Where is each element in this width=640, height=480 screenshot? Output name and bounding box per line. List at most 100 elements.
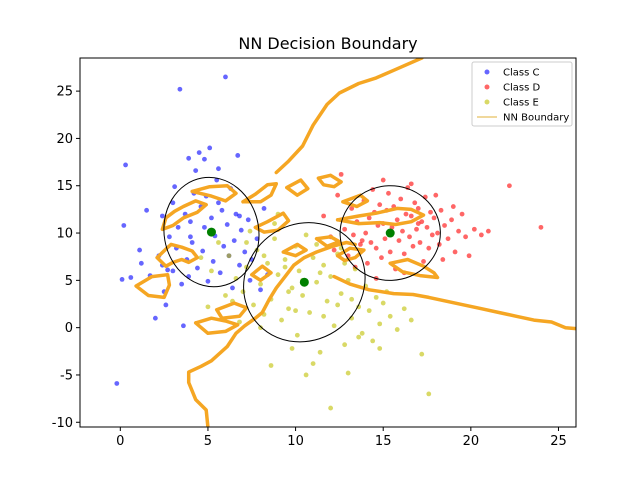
class-d-point bbox=[398, 196, 404, 202]
class-e-point bbox=[426, 391, 432, 397]
nn-boundary-line bbox=[186, 240, 357, 427]
class-d-point bbox=[417, 240, 423, 245]
class-c-point bbox=[223, 74, 228, 80]
nn-boundary-line bbox=[241, 182, 279, 204]
class-d-point bbox=[450, 204, 456, 209]
x-tick-label: 0 bbox=[116, 434, 124, 449]
class-e-point bbox=[272, 221, 277, 226]
class-d-point bbox=[396, 238, 402, 244]
class-e-point bbox=[258, 281, 263, 287]
class-d-point bbox=[389, 224, 395, 230]
nn-boundary-line bbox=[341, 193, 370, 209]
class-e-point bbox=[272, 236, 277, 242]
class-e-point bbox=[289, 285, 295, 291]
nn-boundary-line bbox=[314, 235, 342, 249]
class-e-point bbox=[282, 264, 288, 270]
class-d-point bbox=[463, 234, 468, 240]
class-d-point bbox=[321, 213, 327, 219]
class-c-point bbox=[237, 213, 242, 219]
class-c-point bbox=[205, 278, 211, 284]
class-c-point bbox=[214, 177, 220, 183]
centroid-marker bbox=[206, 227, 216, 237]
class-e-point bbox=[286, 306, 291, 312]
class-c-point bbox=[209, 215, 214, 221]
class-d-point bbox=[358, 241, 363, 247]
legend: Class C Class D Class E NN Boundary bbox=[471, 61, 573, 127]
class-d-point bbox=[449, 217, 454, 223]
y-tick-label: 5 bbox=[65, 274, 73, 289]
legend-marker-class-d bbox=[484, 84, 490, 90]
x-tick-label: 25 bbox=[550, 434, 567, 449]
class-d-point bbox=[442, 223, 447, 228]
class-e-point bbox=[324, 298, 330, 304]
class-c-point bbox=[224, 222, 230, 227]
class-d-point bbox=[403, 211, 409, 217]
class-d-point bbox=[485, 228, 491, 234]
nn-boundary-line bbox=[274, 58, 424, 175]
class-c-point bbox=[217, 270, 223, 276]
class-e-point bbox=[261, 253, 267, 259]
class-e-point bbox=[268, 363, 274, 368]
chart-title: NN Decision Boundary bbox=[238, 34, 417, 53]
nn-boundary-line bbox=[190, 183, 238, 203]
class-e-point bbox=[314, 241, 320, 247]
class-c-point bbox=[216, 200, 221, 206]
class-d-point bbox=[414, 226, 419, 232]
x-tick-label: 5 bbox=[204, 434, 212, 449]
y-tick-label: 0 bbox=[65, 321, 73, 336]
class-d-point bbox=[382, 236, 388, 242]
class-d-point bbox=[538, 224, 544, 230]
class-e-point bbox=[265, 260, 270, 266]
y-tick-label: 25 bbox=[56, 85, 73, 100]
legend-label-class-c: Class C bbox=[503, 68, 539, 79]
class-c-point bbox=[159, 213, 165, 219]
class-e-point bbox=[279, 317, 284, 323]
class-c-point bbox=[177, 86, 183, 92]
class-d-point bbox=[506, 183, 512, 189]
class-d-point bbox=[363, 230, 369, 236]
class-d-point bbox=[438, 207, 444, 213]
x-tick-label: 20 bbox=[463, 434, 480, 449]
class-d-point bbox=[452, 249, 458, 255]
centroid-marker bbox=[299, 277, 309, 287]
class-e-point bbox=[366, 308, 372, 314]
class-c-point bbox=[172, 184, 178, 190]
class-e-point bbox=[394, 327, 400, 332]
class-c-point bbox=[144, 207, 150, 213]
y-tick-label: -10 bbox=[52, 416, 73, 431]
class-e-point bbox=[335, 302, 341, 308]
class-d-point bbox=[426, 245, 432, 251]
class-e-point bbox=[289, 346, 295, 351]
class-e-point bbox=[293, 308, 298, 314]
class-c-point bbox=[238, 227, 244, 233]
class-e-point bbox=[310, 361, 316, 367]
class-d-point bbox=[466, 253, 472, 259]
class-c-point bbox=[231, 238, 237, 244]
class-d-point bbox=[380, 177, 386, 183]
class-e-point bbox=[317, 270, 323, 276]
class-d-point bbox=[408, 213, 414, 219]
nn-boundary-line bbox=[335, 206, 426, 227]
plot-area bbox=[114, 58, 576, 427]
class-d-point bbox=[387, 249, 393, 255]
class-c-point bbox=[179, 281, 185, 287]
class-c-point bbox=[245, 217, 251, 223]
class-e-point bbox=[321, 313, 327, 319]
nn-boundary-line bbox=[316, 173, 343, 189]
class-c-point bbox=[237, 262, 242, 268]
y-tick-label: 15 bbox=[56, 179, 73, 194]
class-e-point bbox=[331, 323, 337, 329]
nn-boundary-line bbox=[250, 264, 273, 283]
class-c-point bbox=[261, 206, 267, 211]
class-d-point bbox=[366, 215, 372, 221]
legend-label-class-d: Class D bbox=[503, 83, 540, 94]
class-e-point bbox=[303, 232, 309, 238]
class-e-point bbox=[377, 321, 383, 327]
class-c-point bbox=[242, 249, 248, 255]
class-d-point bbox=[435, 230, 440, 236]
class-c-point bbox=[210, 259, 216, 264]
class-e-point bbox=[223, 293, 228, 298]
class-e-point bbox=[303, 372, 309, 378]
covariance-ellipse bbox=[243, 222, 366, 343]
class-e-point bbox=[408, 317, 414, 323]
